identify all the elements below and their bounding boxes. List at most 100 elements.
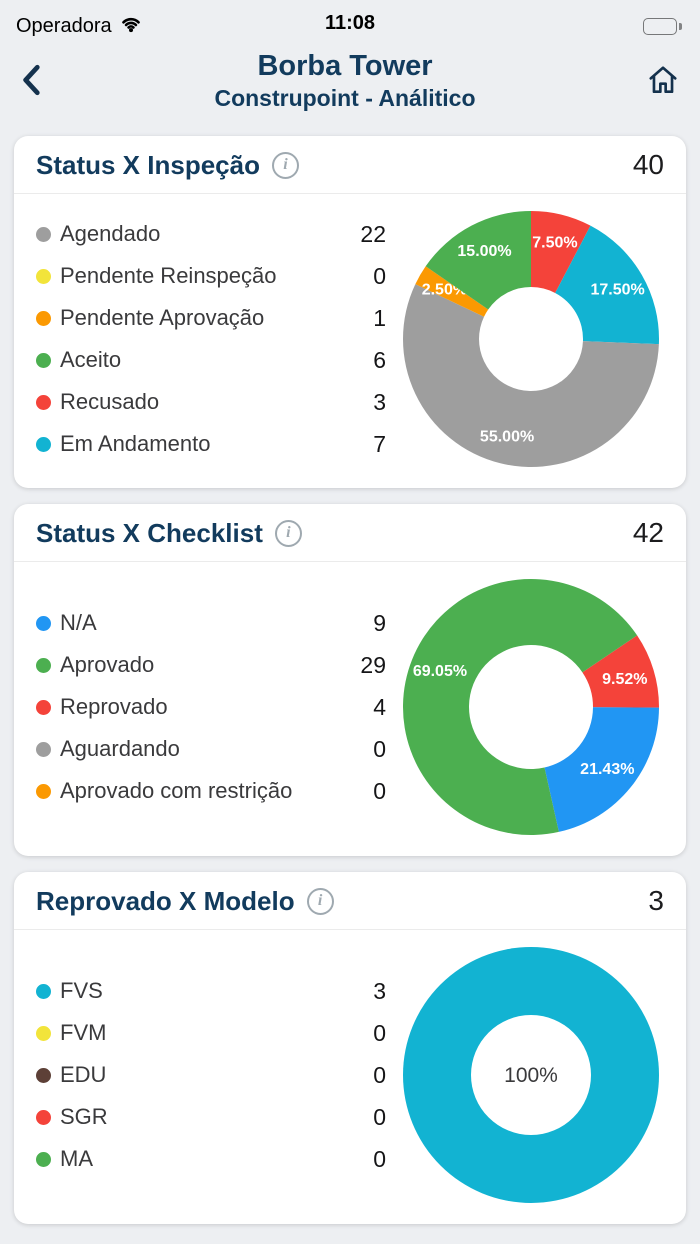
card-header: Reprovado X Modelo i 3 <box>14 872 686 931</box>
slice-percentage-label: 7.50% <box>532 235 577 252</box>
card-total: 42 <box>632 517 664 549</box>
donut-chart: 9.52% 21.43% 69.05% <box>396 572 666 842</box>
chevron-left-icon <box>20 64 44 100</box>
donut-slice-pendente-aprova-o[interactable] <box>415 266 489 318</box>
legend-item[interactable]: FVM 0 <box>36 1020 392 1047</box>
legend-label: Aguardando <box>60 736 180 762</box>
home-button[interactable] <box>642 59 684 104</box>
legend-color-dot <box>36 352 51 368</box>
carrier-label: Operadora <box>16 14 112 37</box>
nav-header: Borba Tower Construpoint - Análitico <box>0 44 700 136</box>
donut-slice-reprovado[interactable] <box>582 635 659 708</box>
legend-label: EDU <box>60 1062 107 1088</box>
legend-color-dot <box>36 1025 51 1041</box>
donut-slice-recusado[interactable] <box>531 211 591 294</box>
legend-count: 0 <box>373 1019 386 1046</box>
donut-slice-n-a[interactable] <box>544 707 659 833</box>
donut-chart: 7.50% 17.50% 55.00% 2.50% 15.00% <box>396 204 666 474</box>
legend-item[interactable]: MA 0 <box>36 1146 392 1173</box>
house-icon <box>646 66 680 100</box>
card-total: 40 <box>632 149 664 181</box>
legend-item[interactable]: Em Andamento 7 <box>36 431 392 458</box>
legend-count: 9 <box>373 609 386 636</box>
legend: FVS 3 FVM 0 EDU 0 SGR 0 MA 0 <box>36 978 396 1173</box>
slice-percentage-label: 69.05% <box>413 664 467 681</box>
card-reprovado-modelo: Reprovado X Modelo i 3 FVS 3 FVM 0 EDU 0 SGR 0 M… <box>14 872 686 1225</box>
legend-item[interactable]: Pendente Aprovação 1 <box>36 305 392 332</box>
legend-label: Em Andamento <box>60 431 211 457</box>
status-bar: Operadora 11:08 <box>0 0 700 44</box>
donut-slice-aceito[interactable] <box>425 211 531 310</box>
card-body: N/A 9 Aprovado 29 Reprovado 4 Aguardando 0 Aprov… <box>14 562 686 856</box>
legend: Agendado 22 Pendente Reinspeção 0 Pendente A… <box>36 221 396 458</box>
legend-item[interactable]: SGR 0 <box>36 1104 392 1131</box>
card-body: FVS 3 FVM 0 EDU 0 SGR 0 MA 0 100% <box>14 930 686 1224</box>
legend-color-dot <box>36 436 51 452</box>
circled-i-icon[interactable]: i <box>271 151 299 179</box>
legend-label: SGR <box>60 1104 108 1130</box>
card-body: Agendado 22 Pendente Reinspeção 0 Pendente A… <box>14 194 686 488</box>
legend-label: FVM <box>60 1020 107 1046</box>
legend-label: Pendente Aprovação <box>60 305 265 331</box>
legend-color-dot <box>36 1067 51 1083</box>
legend-item[interactable]: Recusado 3 <box>36 389 392 416</box>
legend-color-dot <box>36 1151 51 1167</box>
legend-color-dot <box>36 1109 51 1125</box>
legend-color-dot <box>36 983 51 999</box>
legend-label: MA <box>60 1146 93 1172</box>
card-title: Status X Inspeção <box>36 149 260 180</box>
legend-count: 29 <box>360 651 386 678</box>
legend-label: FVS <box>60 978 103 1004</box>
card-status-checklist: Status X Checklist i 42 N/A 9 Aprovado 29 Re… <box>14 504 686 857</box>
legend-label: Pendente Reinspeção <box>60 263 277 289</box>
legend-label: Reprovado <box>60 694 168 720</box>
legend-item[interactable]: EDU 0 <box>36 1062 392 1089</box>
legend-label: Agendado <box>60 221 161 247</box>
legend-item[interactable]: Aprovado com restrição 0 <box>36 778 392 805</box>
slice-percentage-label: 15.00% <box>457 243 511 260</box>
card-header: Status X Checklist i 42 <box>14 504 686 563</box>
legend-item[interactable]: Aguardando 0 <box>36 736 392 763</box>
legend-count: 22 <box>360 220 386 247</box>
legend-count: 0 <box>373 777 386 804</box>
legend-count: 0 <box>373 1061 386 1088</box>
donut-slice-agendado[interactable] <box>403 284 659 468</box>
legend-item[interactable]: FVS 3 <box>36 978 392 1005</box>
battery-full-icon <box>643 17 682 35</box>
wifi-icon <box>119 15 143 38</box>
back-button[interactable] <box>16 59 48 104</box>
legend-color-dot <box>36 394 51 410</box>
legend-color-dot <box>36 657 51 673</box>
card-header: Status X Inspeção i 40 <box>14 136 686 195</box>
legend-label: Aprovado com restrição <box>60 778 293 804</box>
legend-color-dot <box>36 268 51 284</box>
card-total: 3 <box>648 885 664 917</box>
legend-label: N/A <box>60 610 97 636</box>
donut-chart: 100% <box>396 940 666 1210</box>
circled-i-icon[interactable]: i <box>306 887 334 915</box>
legend-item[interactable]: Aceito 6 <box>36 347 392 374</box>
legend-count: 4 <box>373 693 386 720</box>
legend-count: 0 <box>373 262 386 289</box>
legend-count: 3 <box>373 388 386 415</box>
status-time: 11:08 <box>324 12 376 34</box>
legend-color-dot <box>36 741 51 757</box>
legend-count: 7 <box>373 430 386 457</box>
legend-item[interactable]: Aprovado 29 <box>36 652 392 679</box>
legend-item[interactable]: Agendado 22 <box>36 221 392 248</box>
legend-count: 0 <box>373 1145 386 1172</box>
legend-item[interactable]: N/A 9 <box>36 610 392 637</box>
legend-item[interactable]: Reprovado 4 <box>36 694 392 721</box>
donut-slice-aprovado[interactable] <box>403 579 638 836</box>
legend-count: 3 <box>373 977 386 1004</box>
circled-i-icon[interactable]: i <box>274 519 302 547</box>
slice-percentage-label: 100% <box>504 1064 558 1087</box>
legend-item[interactable]: Pendente Reinspeção 0 <box>36 263 392 290</box>
legend-count: 1 <box>373 304 386 331</box>
card-title: Reprovado X Modelo <box>36 885 295 916</box>
legend-label: Recusado <box>60 389 160 415</box>
carrier-group: Operadora <box>16 15 143 38</box>
page-subtitle: Construpoint - Análitico <box>214 85 476 112</box>
donut-slice-em-andamento[interactable] <box>555 226 659 345</box>
